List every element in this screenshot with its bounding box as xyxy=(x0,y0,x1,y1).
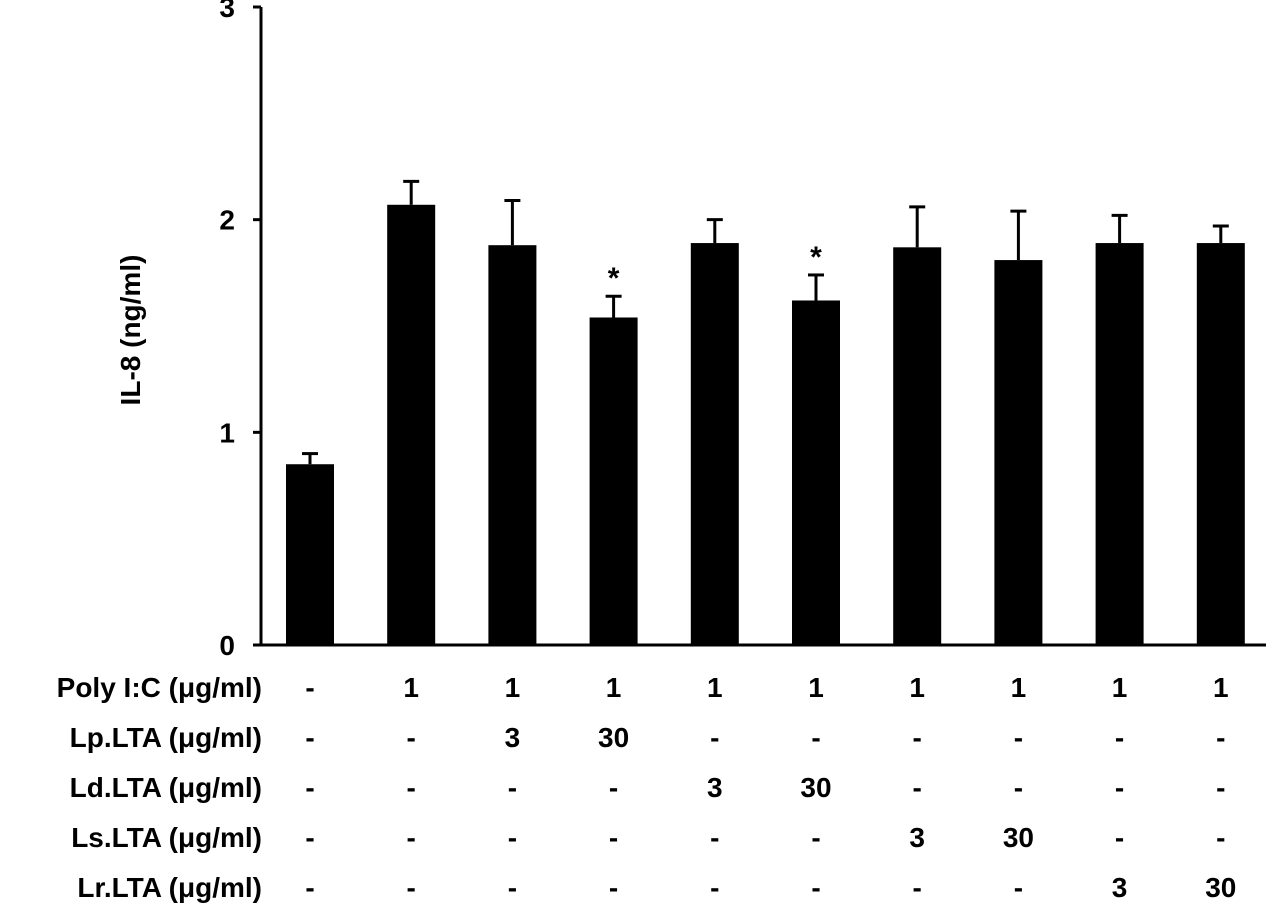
treatment-row-label: Lr.LTA (μg/ml) xyxy=(77,872,262,903)
significance-marker: * xyxy=(810,241,822,274)
treatment-cell: 1 xyxy=(606,672,622,703)
bar xyxy=(1095,243,1144,645)
treatment-cell: - xyxy=(305,822,314,853)
treatment-cell: - xyxy=(1115,772,1124,803)
treatment-cell: - xyxy=(305,722,314,753)
treatment-cell: 1 xyxy=(1011,672,1027,703)
treatment-cell: - xyxy=(710,822,719,853)
treatment-cell: 30 xyxy=(800,772,831,803)
y-tick-label: 0 xyxy=(219,630,235,661)
treatment-cell: - xyxy=(305,872,314,903)
treatment-cell: - xyxy=(1216,822,1225,853)
treatment-cell: 3 xyxy=(505,722,521,753)
bar xyxy=(387,204,436,645)
treatment-cell: 3 xyxy=(1112,872,1128,903)
treatment-cell: 1 xyxy=(1112,672,1128,703)
treatment-cell: - xyxy=(1216,772,1225,803)
bar xyxy=(893,247,942,645)
treatment-cell: - xyxy=(305,672,314,703)
treatment-cell: 3 xyxy=(909,822,925,853)
significance-marker: * xyxy=(608,262,620,295)
treatment-row-label: Poly I:C (μg/ml) xyxy=(57,672,262,703)
treatment-cell: - xyxy=(811,872,820,903)
treatment-cell: - xyxy=(609,822,618,853)
treatment-cell: 1 xyxy=(1213,672,1229,703)
bar xyxy=(286,464,334,645)
treatment-row-label: Ld.LTA (μg/ml) xyxy=(70,772,262,803)
treatment-cell: - xyxy=(609,872,618,903)
y-tick-label: 1 xyxy=(219,417,235,448)
treatment-cell: - xyxy=(1014,872,1023,903)
y-tick-label: 3 xyxy=(219,0,235,23)
treatment-cell: - xyxy=(1014,722,1023,753)
treatment-cell: - xyxy=(407,772,416,803)
treatment-cell: - xyxy=(1216,722,1225,753)
treatment-cell: - xyxy=(609,772,618,803)
treatment-cell: - xyxy=(1115,822,1124,853)
treatment-cell: - xyxy=(913,722,922,753)
treatment-table: Poly I:C (μg/ml) - 1 1 1 1 1 1 1 1 1 Lp.LTA (μg/ml)… xyxy=(57,672,1237,903)
bar xyxy=(589,317,638,645)
treatment-cell: - xyxy=(913,872,922,903)
treatment-cell: 1 xyxy=(909,672,925,703)
bar xyxy=(488,245,537,646)
bar xyxy=(690,243,739,645)
treatment-cell: 30 xyxy=(1003,822,1034,853)
treatment-cell: - xyxy=(710,722,719,753)
bar xyxy=(994,260,1043,645)
treatment-cell: - xyxy=(407,872,416,903)
treatment-cell: - xyxy=(1115,722,1124,753)
treatment-cell: 1 xyxy=(505,672,521,703)
treatment-cell: 1 xyxy=(707,672,723,703)
treatment-cell: - xyxy=(305,772,314,803)
treatment-cell: - xyxy=(508,822,517,853)
bar xyxy=(1196,243,1245,645)
bar xyxy=(792,300,840,645)
treatment-cell: - xyxy=(508,872,517,903)
treatment-cell: - xyxy=(1014,772,1023,803)
treatment-cell: 1 xyxy=(808,672,824,703)
y-tick-label: 2 xyxy=(219,205,235,236)
treatment-cell: - xyxy=(811,722,820,753)
treatment-cell: - xyxy=(710,872,719,903)
treatment-cell: 3 xyxy=(707,772,723,803)
treatment-cell: 1 xyxy=(403,672,419,703)
treatment-cell: - xyxy=(407,722,416,753)
treatment-cell: 30 xyxy=(598,722,629,753)
treatment-cell: - xyxy=(407,822,416,853)
y-axis-label: IL-8 (ng/ml) xyxy=(115,255,146,406)
treatment-cell: - xyxy=(913,772,922,803)
treatment-cell: - xyxy=(508,772,517,803)
bars: ** xyxy=(286,179,1245,646)
treatment-row-label: Lp.LTA (μg/ml) xyxy=(70,722,262,753)
treatment-cell: 30 xyxy=(1205,872,1236,903)
treatment-row-label: Ls.LTA (μg/ml) xyxy=(71,822,262,853)
treatment-cell: - xyxy=(811,822,820,853)
